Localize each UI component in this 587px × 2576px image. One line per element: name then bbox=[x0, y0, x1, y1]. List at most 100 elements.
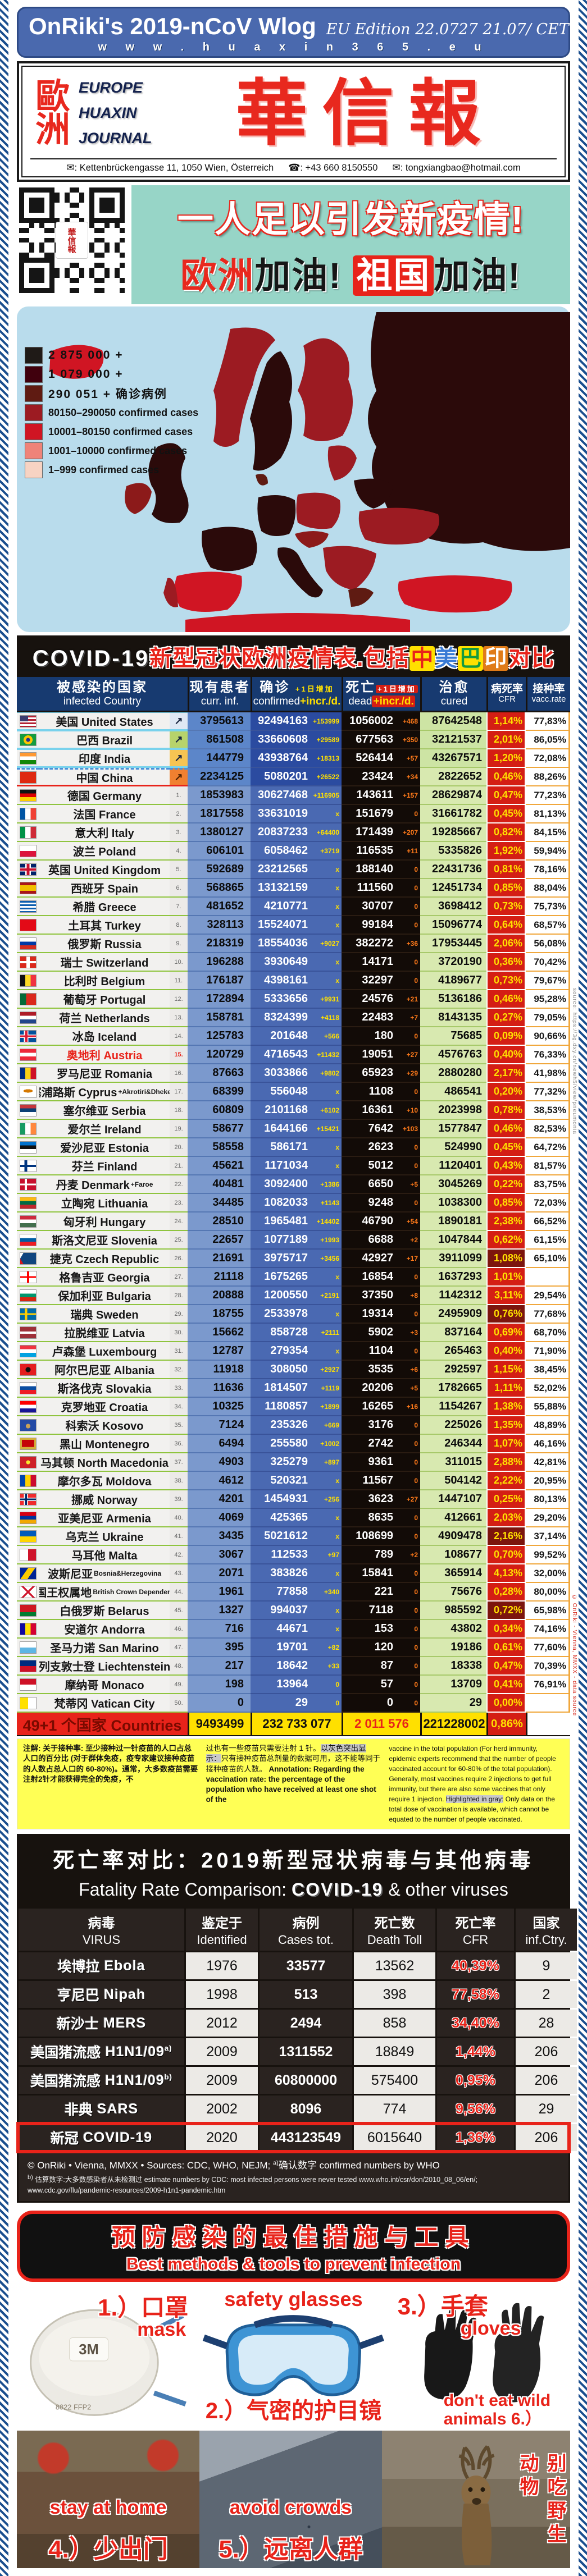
dead-value: 3535 bbox=[368, 1363, 394, 1376]
flag-cell bbox=[17, 898, 39, 917]
confirmed-value: 1077189 bbox=[264, 1233, 308, 1246]
country-name-text: 塞浦路斯 Cyprus bbox=[39, 1087, 117, 1100]
covid-table-header: 被感染的国家 infected Country 现有患者 curr. inf. … bbox=[17, 677, 570, 713]
confirmed-cell: 20837233 +64400 bbox=[251, 823, 342, 843]
country-row-moldova: 摩尔多瓦 Moldova 38. 4612 520321 x 11567 0 504142 2,… bbox=[17, 1472, 570, 1491]
country-name: 克罗地亚 Croatia bbox=[39, 1398, 170, 1417]
cfr-value: 1,08% bbox=[486, 1250, 526, 1269]
dead-daily-increase: 0 bbox=[414, 865, 418, 873]
dead-value: 6688 bbox=[368, 1233, 394, 1246]
country-flag-icon bbox=[20, 844, 37, 857]
virus-table-body: 埃博拉 Ebola 1976 33577 13562 40,39% 9 亨尼巴 Nipah 199… bbox=[16, 1952, 577, 2154]
confirmed-cell: 1171034 x bbox=[251, 1157, 342, 1176]
dead-value: 108699 bbox=[356, 1530, 393, 1543]
confirmed-daily-increase: x bbox=[335, 958, 339, 966]
country-flag-icon bbox=[20, 1474, 37, 1487]
confirmed-value: 13132159 bbox=[258, 881, 308, 894]
qr-code[interactable]: 華信報 bbox=[17, 185, 127, 295]
country-name: 列支敦士登 Liechtenstein bbox=[39, 1657, 170, 1676]
legend-label: 1001–10000 confirmed cases bbox=[48, 445, 188, 456]
vacc-rate-value: 70,39% bbox=[526, 1657, 570, 1676]
cfr-value: 0,00% bbox=[486, 1694, 526, 1713]
cfr-value: 2,01% bbox=[486, 731, 526, 750]
summary-label: 49+1 个国家 Countries bbox=[17, 1713, 188, 1736]
rank-number: 11. bbox=[170, 972, 188, 991]
email-address[interactable]: tongxiangbao@hotmail.com bbox=[405, 163, 521, 173]
confirmed-cell: 43938764 +18313 bbox=[251, 749, 342, 768]
slogan-line1: 一人足以引发新疫情! bbox=[177, 199, 525, 240]
vacc-rate-value: 95,28% bbox=[526, 990, 570, 1009]
current-infected-value: 3435 bbox=[188, 1527, 251, 1546]
vacc-rate-value: 77,68% bbox=[526, 1305, 570, 1324]
country-row-czech-republic: 捷克 Czech Republic 26. 21691 3975717 +3456 429… bbox=[17, 1250, 570, 1269]
flag-cell bbox=[17, 805, 39, 824]
dead-cell: 99184 0 bbox=[342, 916, 420, 935]
dead-cell: 42927 +17 bbox=[342, 1250, 420, 1269]
virus-identified-year: 1976 bbox=[186, 1952, 258, 1980]
legend-swatch bbox=[25, 461, 43, 478]
confirmed-cell: 556048 x bbox=[251, 1083, 342, 1102]
svg-text:8822 FFP2: 8822 FFP2 bbox=[56, 2403, 91, 2412]
dead-daily-increase: +27 bbox=[406, 1050, 418, 1059]
confirmed-value: 3033866 bbox=[264, 1067, 308, 1079]
virus-cfr: 1,44% bbox=[437, 2038, 514, 2066]
cured-value: 1577847 bbox=[420, 1120, 486, 1139]
country-row-hungary: 匈牙利 Hungary 24. 28510 1965481 +14402 46790 +54… bbox=[17, 1212, 570, 1232]
title-brazil-char: 巴 bbox=[458, 646, 484, 671]
virus-infected-countries: 29 bbox=[516, 2095, 577, 2123]
country-name: 意大利 Italy bbox=[39, 823, 170, 843]
rank-number: 25. bbox=[170, 1231, 188, 1250]
confirmed-cell: 18642 +33 bbox=[251, 1657, 342, 1676]
country-row-albania: 阿尔巴尼亚 Albania 32. 11918 308050 +2927 3535 +6 29… bbox=[17, 1361, 570, 1380]
legend-item: 1001–10000 confirmed cases bbox=[25, 442, 198, 459]
country-row-austria: 奥地利 Austria 15. 120729 4716543 +11432 19051 +2… bbox=[17, 1046, 570, 1065]
country-flag-icon bbox=[20, 1437, 37, 1450]
vacc-rate-value: 38,53% bbox=[526, 1101, 570, 1120]
vacc-rate-value: 76,33% bbox=[526, 1046, 570, 1065]
covid-table-title: COVID-19新型冠状欧洲疫情表.包括中美巴 印对比 bbox=[17, 635, 570, 677]
vacc-rate-value: 77,60% bbox=[526, 1639, 570, 1658]
current-infected-value: 172894 bbox=[188, 990, 251, 1009]
flag-cell bbox=[17, 1490, 39, 1509]
country-name-text: 丹麦 Denmark bbox=[56, 1179, 130, 1192]
rank-number: 36. bbox=[170, 1435, 188, 1454]
country-name-text: 波兰 Poland bbox=[72, 846, 136, 859]
dead-daily-increase: +36 bbox=[406, 939, 418, 948]
cfr-value: 1,07% bbox=[486, 1435, 526, 1454]
vacc-rate-value: 64,72% bbox=[526, 1138, 570, 1157]
country-row-north-macedonia: 马其顿 North Macedonia 37. 4903 325279 +897 9361… bbox=[17, 1453, 570, 1472]
phone-number[interactable]: +43 660 8150550 bbox=[305, 163, 378, 173]
country-flag-icon bbox=[20, 1307, 37, 1320]
footer-urls[interactable]: www.who.int/csr/don/2010_08_06/en/; www.… bbox=[28, 2175, 478, 2194]
rank-number: 20. bbox=[170, 1138, 188, 1157]
site-url[interactable]: w w w . h u a x i n 3 6 5 . e u bbox=[98, 41, 489, 53]
country-row-estonia: 爱沙尼亚 Estonia 20. 58558 586171 x 2623 0 524990 0,… bbox=[17, 1138, 570, 1157]
cured-value: 3911099 bbox=[420, 1250, 486, 1269]
country-name: 英国王权属地British Crown Dependencies bbox=[39, 1583, 170, 1602]
country-row-united-kingdom: 英国 United Kingdom 5. 592689 23212565 x 188140… bbox=[17, 861, 570, 880]
country-name: 波兰 Poland bbox=[39, 842, 170, 861]
vaccination-notes: 注解: 关于接种率: 至少接种过一针疫苗的人口占总人口的百分比 (对于群体免疫，… bbox=[17, 1738, 570, 1830]
country-name: 西班牙 Spain bbox=[39, 879, 170, 898]
dead-daily-increase: +5 bbox=[410, 1180, 418, 1188]
vacc-rate-value: 68,70% bbox=[526, 1324, 570, 1343]
rank-number: 37. bbox=[170, 1453, 188, 1472]
confirmed-value: 2101168 bbox=[265, 1104, 308, 1117]
country-name: 斯洛伐克 Slovakia bbox=[39, 1379, 170, 1398]
confirmed-value: 23212565 bbox=[258, 863, 308, 876]
dead-daily-increase: +54 bbox=[406, 1217, 418, 1225]
cfr-value: 1,35% bbox=[486, 1416, 526, 1435]
country-row-united-states: 美国 United States ↗ 3795613 92494163 +153999 1… bbox=[17, 712, 570, 731]
current-infected-value: 716 bbox=[188, 1620, 251, 1639]
virus-cases-total: 60800000 bbox=[260, 2067, 352, 2094]
note-col-3: vaccine in the total population (For her… bbox=[389, 1745, 556, 1824]
country-name-text: 波斯尼亚 bbox=[47, 1568, 93, 1581]
confirmed-value: 1814507 bbox=[264, 1381, 308, 1394]
cfr-value: 0,73% bbox=[486, 972, 526, 991]
country-name-text: 瑞典 Sweden bbox=[70, 1309, 139, 1322]
prevention-title-en: Best methods & tools to prevent infectio… bbox=[126, 2255, 461, 2274]
legend-label: 290 051 + 确诊病例 bbox=[48, 388, 167, 401]
cured-value: 13709 bbox=[420, 1676, 486, 1695]
country-name-text: 爱尔兰 Ireland bbox=[67, 1124, 142, 1137]
confirmed-daily-increase: 0 bbox=[335, 1680, 339, 1689]
